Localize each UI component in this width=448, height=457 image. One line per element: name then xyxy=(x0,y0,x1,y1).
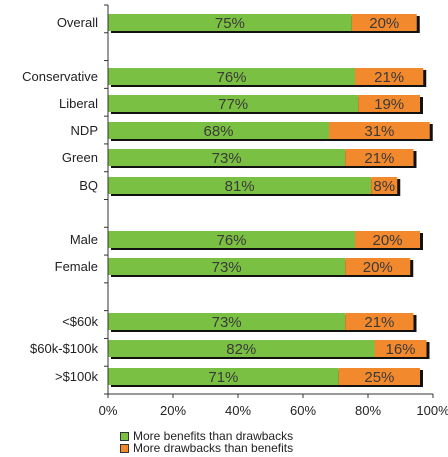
bar-benefits xyxy=(108,258,346,275)
bar-benefits xyxy=(108,177,372,194)
x-tick-label: 40% xyxy=(225,403,251,418)
bar-benefits xyxy=(108,68,355,85)
bar-drawbacks xyxy=(355,68,424,85)
bar-drawbacks xyxy=(371,177,398,194)
category-label: $60k-$100k xyxy=(30,341,98,356)
bar-benefits xyxy=(108,340,375,357)
data-label-benefits: 76% xyxy=(216,232,246,249)
category-label: Male xyxy=(70,232,98,247)
x-tick-label: 0% xyxy=(99,403,118,418)
data-label-drawbacks: 20% xyxy=(363,259,393,276)
bar-drawbacks xyxy=(351,14,417,31)
legend-label-drawbacks: More drawbacks than benefits xyxy=(133,441,294,455)
stacked-bar-chart: 75% 20% Overall 76% 21% Conservative 77% 19% Lib… xyxy=(22,4,448,418)
data-label-benefits: 73% xyxy=(212,150,242,167)
data-label-drawbacks: 21% xyxy=(364,314,394,331)
category-label: Overall xyxy=(57,15,98,30)
category-label: NDP xyxy=(71,123,98,138)
category-label: <$60k xyxy=(62,314,98,329)
bar-drawbacks xyxy=(358,95,420,112)
x-tick-label: 80% xyxy=(355,403,381,418)
legend-swatch-drawbacks xyxy=(120,443,129,453)
data-label-benefits: 71% xyxy=(208,369,238,386)
bar-benefits xyxy=(108,122,329,139)
category-label: Conservative xyxy=(22,69,98,84)
x-tick-label: 20% xyxy=(160,403,186,418)
data-label-benefits: 82% xyxy=(226,341,256,358)
category-label: >$100k xyxy=(55,369,99,384)
data-label-benefits: 76% xyxy=(216,69,246,86)
bar-drawbacks xyxy=(345,258,411,275)
x-tick-label: 100% xyxy=(416,403,448,418)
x-tick-label: 60% xyxy=(290,403,316,418)
bar-benefits xyxy=(108,231,355,248)
bar-benefits xyxy=(108,313,346,330)
bar-drawbacks xyxy=(355,231,420,248)
bar-benefits xyxy=(108,95,359,112)
data-label-drawbacks: 31% xyxy=(364,123,394,140)
data-label-drawbacks: 25% xyxy=(364,369,394,386)
bar-drawbacks xyxy=(329,122,430,139)
bar-benefits xyxy=(108,14,352,31)
category-label: BQ xyxy=(79,178,98,193)
data-label-benefits: 73% xyxy=(212,314,242,331)
data-label-benefits: 68% xyxy=(203,123,233,140)
bar-benefits xyxy=(108,149,346,166)
category-label: Green xyxy=(62,150,98,165)
legend: More benefits than drawbacks More drawba… xyxy=(120,430,293,454)
data-label-drawbacks: 16% xyxy=(385,341,415,358)
category-label: Liberal xyxy=(59,96,98,111)
data-label-drawbacks: 21% xyxy=(364,150,394,167)
legend-label-benefits: More benefits than drawbacks xyxy=(133,429,294,443)
data-label-benefits: 77% xyxy=(218,96,248,113)
legend-item-drawbacks: More drawbacks than benefits xyxy=(120,442,293,454)
data-label-benefits: 75% xyxy=(215,15,245,32)
data-label-benefits: 73% xyxy=(212,259,242,276)
data-label-benefits: 81% xyxy=(225,178,255,195)
legend-swatch-benefits xyxy=(120,431,129,441)
bar-drawbacks xyxy=(338,368,420,385)
data-label-drawbacks: 20% xyxy=(372,232,402,249)
data-label-drawbacks: 8% xyxy=(373,178,395,195)
bar-benefits xyxy=(108,368,339,385)
bar-drawbacks xyxy=(345,313,414,330)
data-label-drawbacks: 20% xyxy=(369,15,399,32)
bar-drawbacks xyxy=(374,340,427,357)
category-label: Female xyxy=(55,259,98,274)
bar-drawbacks xyxy=(345,149,414,166)
data-label-drawbacks: 21% xyxy=(374,69,404,86)
legend-item-benefits: More benefits than drawbacks xyxy=(120,430,293,442)
data-label-drawbacks: 19% xyxy=(374,96,404,113)
